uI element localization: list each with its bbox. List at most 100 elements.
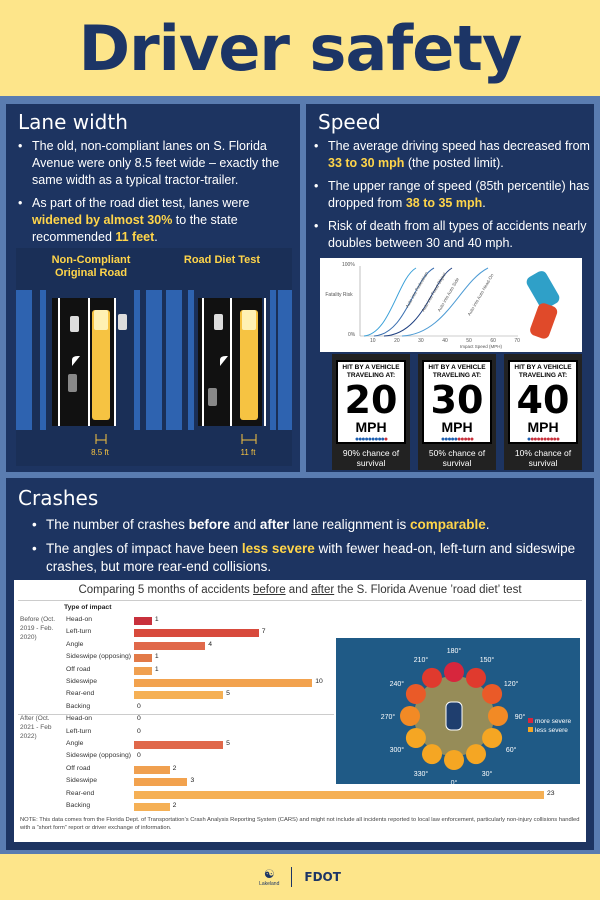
impact-angle-marker: [466, 744, 486, 765]
crash-bar: [134, 790, 544, 799]
risk-ytick-top: 100%: [342, 262, 355, 268]
angle-label: 180°: [447, 647, 462, 655]
fatality-risk-chart: Auto into Pedestrian Auto into Fixed Obj…: [320, 258, 582, 352]
survivor-icons-40: ●●●●●●●●●●: [526, 436, 560, 443]
crash-bar: [134, 679, 313, 687]
impact-angle-marker: [466, 667, 486, 688]
row-label: Angle: [66, 740, 84, 747]
chart-title: Comparing 5 months of accidents before a…: [78, 584, 522, 596]
label-original-road: Non-Compliant Original Road: [51, 254, 131, 279]
lane-width-panel: Lane width The old, non-compliant lanes …: [6, 104, 300, 472]
survivor-icons-20: ●●●●●●●●●●: [354, 436, 388, 443]
road-diagram: [16, 290, 292, 444]
crash-bar: [134, 765, 170, 774]
angle-wheel: 180° 150° 120° 90° 60° 30° 0° 330° 300° 270° 240° 2…: [381, 647, 526, 784]
speed-heading: Speed: [318, 110, 381, 134]
crashes-bullet-2: The angles of impact have been less seve…: [30, 540, 580, 576]
lane-width-heading: Lane width: [18, 110, 128, 134]
angle-label: 240°: [390, 680, 405, 688]
crash-bar: [134, 741, 224, 749]
bar-value-label: 1: [154, 665, 159, 673]
crashes-bullets: The number of crashes before and after l…: [30, 516, 580, 582]
bar-value-label: 5: [226, 690, 230, 698]
angle-label: 30°: [482, 770, 493, 778]
row-label: Sideswipe: [66, 777, 97, 785]
width-label-old: 8.5 ft: [91, 448, 109, 457]
impact-angle-marker: [482, 728, 503, 748]
bar-value-label: 2: [172, 802, 177, 809]
row-label: Rear-end: [66, 690, 95, 698]
crashes-heading: Crashes: [18, 486, 99, 510]
row-label: Sideswipe (opposing): [66, 752, 131, 760]
lane-bullets: The old, non-compliant lanes on S. Flori…: [16, 138, 296, 252]
crash-bar: [134, 654, 152, 663]
crash-comparison-chart: Comparing 5 months of accidents before a…: [14, 580, 586, 842]
angle-label: 330°: [414, 770, 429, 778]
speed-sign-40: HIT BY A VEHICLE TRAVELING AT: 40 MPH ●●…: [508, 360, 578, 444]
row-label: Head-on: [66, 715, 93, 723]
speed-bullets: The average driving speed has decreased …: [312, 138, 590, 258]
fdot-logo: FDOT: [304, 870, 341, 884]
impact-angle-diagram: 180° 150° 120° 90° 60° 30° 0° 330° 300° 270° 240° 2…: [336, 638, 580, 784]
row-label: Left-turn: [66, 727, 92, 735]
angle-label: 300°: [390, 746, 405, 754]
angle-label: 60°: [506, 746, 517, 754]
group-label: Before (Oct. 2019 - Feb. 2020): [20, 616, 56, 641]
crash-bar: [134, 629, 259, 638]
footer: ☯ Lakeland FDOT: [0, 854, 600, 900]
lakeland-logo: ☯ Lakeland: [259, 867, 280, 887]
fatality-risk-curves: Auto into Pedestrian Auto into Fixed Obj…: [359, 266, 560, 339]
bar-value-label: 2: [172, 764, 177, 772]
page-title: Driver safety: [78, 11, 523, 85]
bar-value-label: 0: [137, 715, 141, 723]
bar-value-label: 0: [137, 727, 141, 735]
bar-value-label: 4: [208, 640, 213, 648]
row-label: Backing: [66, 702, 91, 710]
title-divider: [18, 600, 582, 601]
row-label: Off road: [66, 665, 91, 673]
speed-sign-30: HIT BY A VEHICLE TRAVELING AT: 30 MPH ●●…: [422, 360, 492, 444]
crash-bar: [134, 803, 170, 811]
sign-caption-40: 10% chance of survival: [514, 448, 572, 468]
sign-caption-30: 50% chance of survival: [428, 448, 486, 468]
chart-subheading: Type of impact: [64, 604, 112, 611]
angle-label: 270°: [381, 713, 396, 721]
bar-value-label: 7: [261, 628, 266, 636]
crash-bar: [134, 641, 206, 650]
impact-angle-marker: [488, 706, 508, 726]
bar-value-label: 3: [190, 777, 195, 785]
speed-sign-20: HIT BY A VEHICLE TRAVELING AT: 20 MPH ●●…: [336, 360, 406, 444]
angle-label: 150°: [480, 656, 495, 664]
row-label: Sideswipe: [66, 678, 97, 685]
impact-angle-marker: [400, 706, 420, 726]
speed-bullet-3: Risk of death from all types of accident…: [312, 218, 590, 252]
row-label: Sideswipe (opposing): [66, 653, 131, 661]
crash-bar: [134, 691, 224, 700]
group-divider: [18, 714, 334, 715]
bars-layer: Before (Oct. 2019 - Feb. 2020) Head-on 1 Le…: [14, 580, 586, 842]
bar-value-label: 23: [547, 789, 555, 797]
lane-bullet-1: The old, non-compliant lanes on S. Flori…: [16, 138, 296, 189]
legend-more-severe: more severe: [528, 718, 571, 725]
group-label: After (Oct. 2021 - Feb 2022): [20, 715, 52, 741]
risk-xticks: 10 20 30 40 50 60 70: [370, 338, 520, 344]
speed-bullet-1: The average driving speed has decreased …: [312, 138, 590, 172]
sign-caption-20: 90% chance of survival: [342, 448, 400, 468]
legend-less-severe: less severe: [528, 727, 568, 734]
impact-angle-marker: [422, 667, 442, 688]
crash-bar: [134, 666, 152, 675]
lane-comparison-illustration: Non-Compliant Original Road Road Diet Te…: [16, 248, 292, 466]
label-road-diet: Road Diet Test: [183, 254, 261, 266]
angle-label: 0°: [451, 779, 458, 784]
survivor-icons-30: ●●●●●●●●●●: [440, 436, 474, 443]
impact-angle-marker: [405, 728, 426, 748]
row-label: Angle: [66, 640, 84, 648]
angle-label: 90°: [515, 713, 526, 721]
row-label: Rear-end: [66, 789, 95, 797]
crash-bar: [134, 778, 188, 787]
row-label: Backing: [66, 802, 91, 809]
impact-angle-marker: [444, 750, 464, 770]
impact-angle-marker: [482, 684, 503, 704]
svg-text:Auto into Auto Head-On: Auto into Auto Head-On: [467, 272, 495, 316]
bar-value-label: 0: [137, 702, 141, 710]
